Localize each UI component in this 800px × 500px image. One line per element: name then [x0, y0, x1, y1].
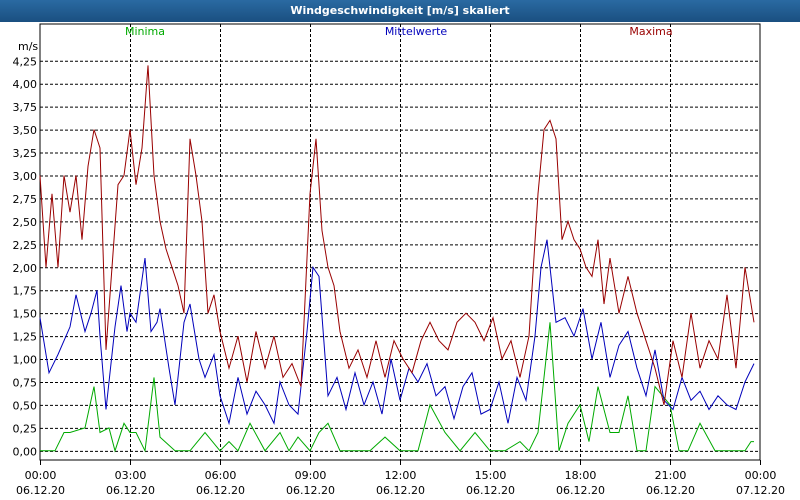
- y-tick-label: 2,50: [13, 216, 38, 229]
- y-tick-label: 2,25: [13, 239, 38, 252]
- y-tick-label: 3,00: [13, 170, 38, 183]
- y-tick-label: 4,25: [13, 55, 38, 68]
- y-axis-unit: m/s: [18, 40, 38, 53]
- legend-mean: Mittelwerte: [385, 25, 448, 38]
- x-tick-time: 09:00: [295, 469, 327, 482]
- grid-layer: [40, 24, 760, 460]
- x-tick-date: 06.12.20: [106, 484, 155, 497]
- x-tick-date: 06.12.20: [196, 484, 245, 497]
- axis-layer: 0,00 0,25 0,50 0,75 1,00 1,25 1,50 1,75 2,00 2,25…: [13, 23, 785, 497]
- y-tick-label: 1,50: [13, 308, 38, 321]
- y-tick-label: 0,00: [13, 445, 38, 458]
- y-tick-label: 3,75: [13, 101, 38, 114]
- x-tick-date: 06.12.20: [16, 484, 65, 497]
- y-tick-label: 0,50: [13, 399, 38, 412]
- y-tick-label: 3,50: [13, 124, 38, 137]
- x-tick-time: 12:00: [385, 469, 417, 482]
- x-tick-date: 06.12.20: [466, 484, 515, 497]
- x-tick-time: 21:00: [655, 469, 687, 482]
- x-tick-date: 07.12.20: [736, 484, 785, 497]
- y-tick-label: 2,00: [13, 262, 38, 275]
- y-tick-label: 0,75: [13, 376, 38, 389]
- series-line-max: [39, 65, 755, 406]
- y-tick-label: 2,75: [13, 193, 38, 206]
- window-title-bar: Windgeschwindigkeit [m/s] skaliert: [0, 0, 800, 22]
- y-tick-label: 4,00: [13, 78, 38, 91]
- legend-layer: Minima Mittelwerte Maxima: [125, 25, 673, 38]
- x-tick-date: 06.12.20: [556, 484, 605, 497]
- x-tick-time: 00:00: [25, 469, 57, 482]
- window-title: Windgeschwindigkeit [m/s] skaliert: [290, 4, 510, 17]
- y-tick-label: 0,25: [13, 422, 38, 435]
- series-line-mean: [39, 239, 755, 426]
- x-tick-date: 06.12.20: [376, 484, 425, 497]
- x-tick-time: 15:00: [475, 469, 507, 482]
- legend-min: Minima: [125, 25, 165, 38]
- x-tick-date: 06.12.20: [286, 484, 335, 497]
- x-tick-time: 00:00: [745, 469, 777, 482]
- x-tick-time: 03:00: [115, 469, 147, 482]
- y-tick-label: 1,00: [13, 354, 38, 367]
- y-tick-label: 3,25: [13, 147, 38, 160]
- series-line-min: [40, 322, 754, 453]
- series-layer: [39, 65, 755, 453]
- legend-max: Maxima: [629, 25, 672, 38]
- x-tick-time: 06:00: [205, 469, 237, 482]
- y-tick-label: 1,75: [13, 285, 38, 298]
- x-tick-time: 18:00: [565, 469, 597, 482]
- y-tick-label: 1,25: [13, 331, 38, 344]
- x-tick-date: 06.12.20: [646, 484, 695, 497]
